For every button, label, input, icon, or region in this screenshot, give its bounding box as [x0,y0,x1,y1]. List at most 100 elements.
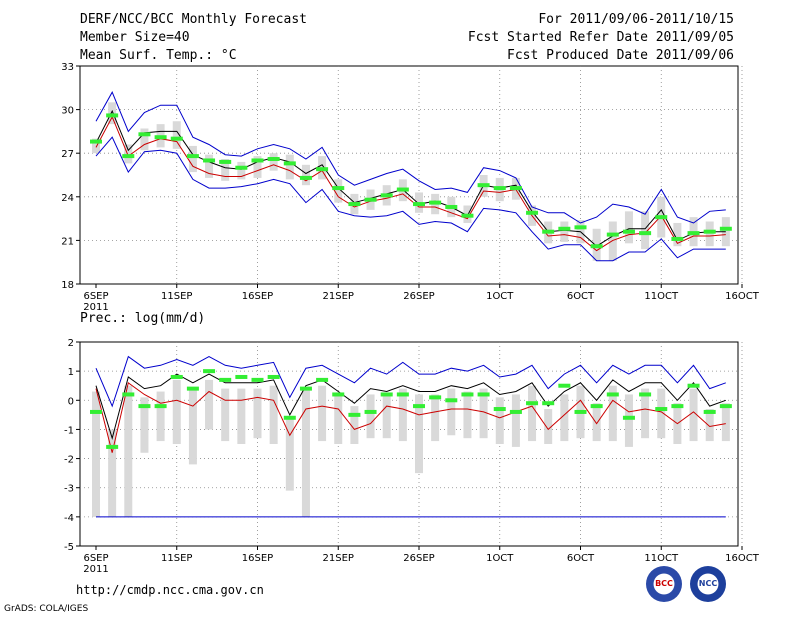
prec-obs-marker [122,392,135,397]
temp-box [172,121,181,149]
prec-obs-marker [283,415,296,420]
prec-ytick-label: -2 [64,455,74,466]
prec-obs-marker [461,392,474,397]
prec-max-line [95,355,726,408]
prec-xtick-label: 16OCT [725,553,760,564]
prec-obs-marker [526,401,539,406]
temp-median-line [95,115,726,252]
temp-obs-marker [138,132,151,137]
prec-box [301,388,310,517]
temp-xtick-label: 16OCT [725,291,760,302]
prec-box [657,388,666,439]
temp-box [285,154,294,180]
temp-obs-marker [622,229,635,234]
prec-obs-marker [558,383,571,388]
prec-box [108,429,117,517]
temp-obs-marker [639,231,652,236]
prec-obs-marker [639,392,652,397]
temp-box [221,159,230,181]
prec-obs-marker [396,392,409,397]
temp-obs-marker [558,226,571,231]
temp-xtick-label: 21SEP [323,291,354,302]
temp-obs-marker [461,213,474,218]
grads-credit: GrADS: COLA/IGES [4,604,89,614]
temp-box [334,179,343,203]
temp-xtick-label: 26SEP [403,291,434,302]
temp-obs-marker [316,167,329,172]
prec-ytick-label: -3 [64,484,74,495]
prec-xtick-label: 26SEP [403,553,434,564]
temp-obs-marker [655,215,668,220]
temp-box [641,211,650,250]
prec-obs-marker [106,444,119,449]
temp-obs-marker [429,200,442,205]
prec-box [560,394,569,442]
temp-xtick-label: 1OCT [486,291,514,302]
prec-box [431,394,440,442]
temp-obs-marker [509,186,522,191]
temp-box [124,144,133,164]
prec-box [479,388,488,439]
prec-xtick-label: 1OCT [486,553,514,564]
prec-box [253,388,262,439]
temp-box [253,156,262,178]
temp-box [205,154,214,178]
temp-obs-marker [170,136,183,141]
variable-label: Mean Surf. Temp.: °C [80,48,237,63]
temp-obs-marker [493,186,506,191]
temp-obs-marker [267,157,280,162]
prec-box [156,391,165,442]
temp-obs-marker [348,202,361,207]
refer-date: Fcst Started Refer Date 2011/09/05 [467,30,734,45]
prec-obs-marker [413,404,425,409]
prec-box [92,391,100,517]
temp-xtick-label: 11OCT [644,291,679,302]
bcc-logo: BCC [646,566,682,602]
temp-obs-marker [122,154,135,159]
prec-obs-marker [574,409,587,414]
temp-xtick-label: 6OCT [567,291,595,302]
prec-box [398,388,407,442]
prec-obs-marker [138,404,151,409]
prec-box [172,379,181,444]
prec-mean-line [95,373,726,441]
temp-obs-marker [154,135,167,140]
prec-obs-marker [316,377,329,382]
prec-obs-marker [590,404,603,409]
temp-obs-marker [364,197,377,202]
prec-box [237,388,246,444]
temp-box [108,102,117,125]
ncc-logo-text: NCC [698,579,718,588]
prec-box [641,388,650,439]
prec-obs-marker [170,374,183,379]
bcc-logo-text: BCC [655,579,673,588]
temp-mean-line [95,109,726,247]
temp-obs-marker [396,187,409,192]
temp-ytick-label: 30 [61,106,74,117]
temp-obs-marker [590,244,603,249]
prec-obs-marker [364,409,377,414]
prec-obs-marker [267,374,280,379]
temp-obs-marker [299,175,312,180]
temp-obs-marker [380,193,393,198]
temp-ytick-label: 24 [61,193,74,204]
temp-obs-marker [542,229,555,234]
prec-obs-marker [186,386,199,391]
prec-ytick-label: -5 [64,542,74,553]
prec-obs-marker [380,392,393,397]
prec-box [140,397,149,453]
temp-xtick-year: 2011 [83,302,108,313]
footer-url[interactable]: http://cmdp.ncc.cma.gov.cn [76,583,264,597]
prec-obs-marker [348,412,361,417]
prec-obs-marker [509,409,522,414]
prec-box [624,394,633,447]
prec-xtick-label: 6OCT [567,553,595,564]
prec-obs-marker [203,369,216,374]
prec-obs-marker [719,404,732,409]
prec-obs-marker [219,377,232,382]
prec-ytick-label: 2 [68,338,74,349]
temp-xtick-label: 6SEP [83,291,108,302]
prec-obs-marker [154,404,167,409]
prec-ytick-label: 1 [68,367,74,378]
prec-obs-marker [687,383,700,388]
